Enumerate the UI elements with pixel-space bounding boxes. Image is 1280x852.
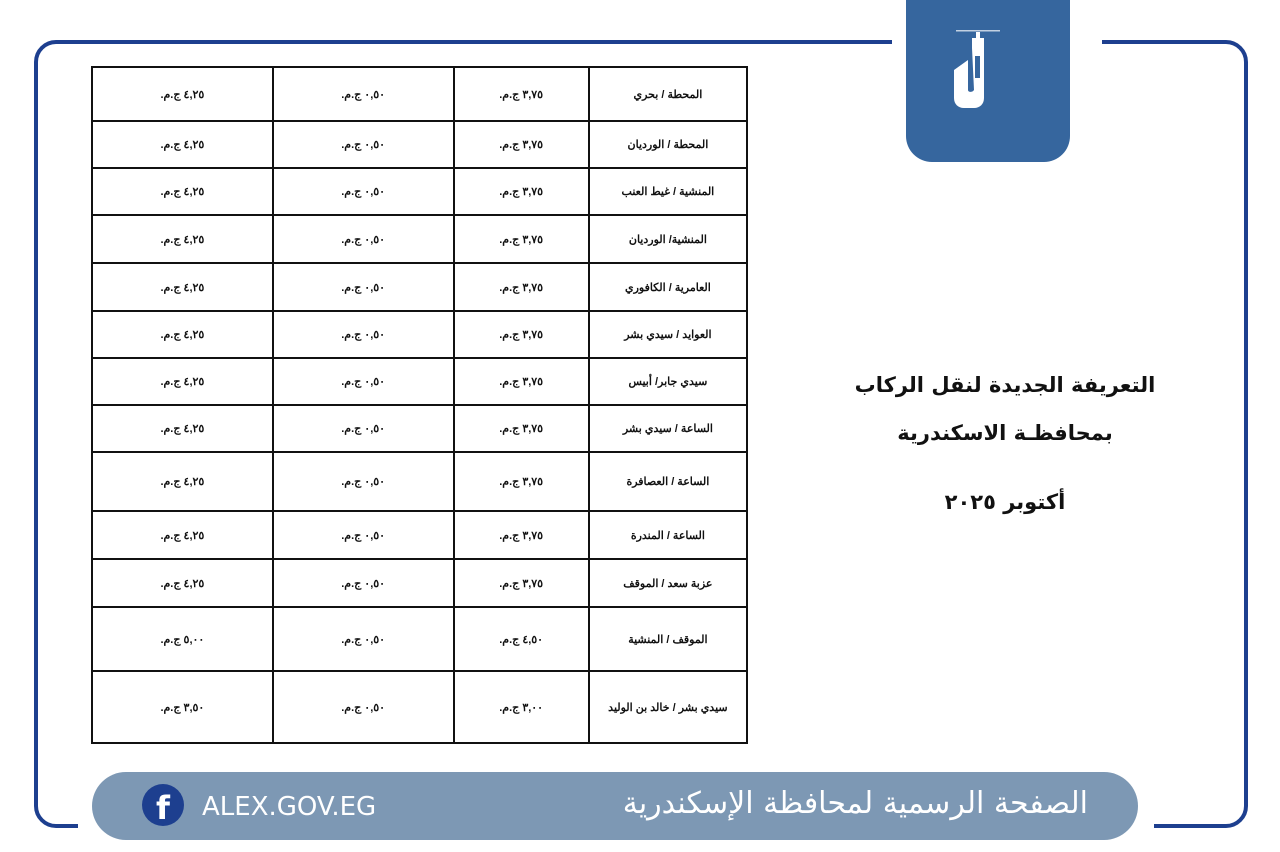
increase-cell: ٠,٥٠ ج.م. <box>271 606 455 672</box>
route-cell: سيدي جابر/ أبيس <box>587 357 749 406</box>
route-cell: الموقف / المنشية <box>587 606 749 672</box>
increase-cell: ٠,٥٠ ج.م. <box>271 404 455 453</box>
page-name: الصفحة الرسمية لمحافظة الإسكندرية <box>622 786 1088 821</box>
fare-cell: ٣,٧٥ ج.م. <box>452 310 590 359</box>
route-cell: الساعة / المندرة <box>587 510 749 560</box>
table-row: المنشية / غيط العنب ٣,٧٥ ج.م. ٠,٥٠ ج.م. ٤,٢… <box>91 167 749 216</box>
fare-cell: ٣,٧٥ ج.م. <box>452 357 590 406</box>
title-date: أكتوبر ٢٠٢٥ <box>944 490 1066 514</box>
footer-bar: f ALEX.GOV.EG الصفحة الرسمية لمحافظة الإ… <box>92 772 1138 840</box>
total-cell: ٤,٢٥ ج.م. <box>91 66 274 122</box>
route-cell: الساعة / سيدي بشر <box>587 404 749 453</box>
table-row: الموقف / المنشية ٤,٥٠ ج.م. ٠,٥٠ ج.م. ٥,٠٠ ج… <box>91 606 749 672</box>
fare-cell: ٣,٧٥ ج.م. <box>452 510 590 560</box>
total-cell: ٤,٢٥ ج.م. <box>91 510 274 560</box>
increase-cell: ٠,٥٠ ج.م. <box>271 66 455 122</box>
route-cell: المحطة / بحري <box>587 66 749 122</box>
fare-cell: ٣,٧٥ ج.م. <box>452 262 590 312</box>
table-row: عزبة سعد / الموقف ٣,٧٥ ج.م. ٠,٥٠ ج.م. ٤,٢٥ … <box>91 558 749 608</box>
fare-cell: ٣,٧٥ ج.م. <box>452 66 590 122</box>
table-row: العامرية / الكافوري ٣,٧٥ ج.م. ٠,٥٠ ج.م. ٤,٢… <box>91 262 749 312</box>
fare-cell: ٣,٧٥ ج.م. <box>452 404 590 453</box>
total-cell: ٤,٢٥ ج.م. <box>91 310 274 359</box>
table-row: العوايد / سيدي بشر ٣,٧٥ ج.م. ٠,٥٠ ج.م. ٤,٢٥… <box>91 310 749 359</box>
total-cell: ٤,٢٥ ج.م. <box>91 167 274 216</box>
lighthouse-logo <box>906 0 1070 162</box>
fare-cell: ٣,٧٥ ج.م. <box>452 167 590 216</box>
table-row: الساعة / المندرة ٣,٧٥ ج.م. ٠,٥٠ ج.م. ٤,٢٥ ج… <box>91 510 749 560</box>
fare-cell: ٤,٥٠ ج.م. <box>452 606 590 672</box>
total-cell: ٤,٢٥ ج.م. <box>91 404 274 453</box>
fare-cell: ٣,٠٠ ج.م. <box>452 670 590 744</box>
total-cell: ٣,٥٠ ج.م. <box>91 670 274 744</box>
table-row: سيدي بشر / خالد بن الوليد ٣,٠٠ ج.م. ٠,٥٠ ج… <box>91 670 749 744</box>
increase-cell: ٠,٥٠ ج.م. <box>271 670 455 744</box>
fare-cell: ٣,٧٥ ج.م. <box>452 120 590 169</box>
table-row: المحطة / الورديان ٣,٧٥ ج.م. ٠,٥٠ ج.م. ٤,٢٥ … <box>91 120 749 169</box>
fare-cell: ٣,٧٥ ج.م. <box>452 558 590 608</box>
total-cell: ٤,٢٥ ج.م. <box>91 357 274 406</box>
table-row: الساعة / سيدي بشر ٣,٧٥ ج.م. ٠,٥٠ ج.م. ٤,٢٥ … <box>91 404 749 453</box>
title-line1: التعريفة الجديدة لنقل الركاب <box>854 373 1156 397</box>
route-cell: سيدي بشر / خالد بن الوليد <box>587 670 749 744</box>
total-cell: ٤,٢٥ ج.م. <box>91 451 274 512</box>
route-cell: المنشية/ الورديان <box>587 214 749 264</box>
fare-cell: ٣,٧٥ ج.م. <box>452 451 590 512</box>
increase-cell: ٠,٥٠ ج.م. <box>271 120 455 169</box>
fare-table: المحطة / بحري ٣,٧٥ ج.م. ٠,٥٠ ج.م. ٤,٢٥ ج.م.… <box>91 66 749 744</box>
route-cell: عزبة سعد / الموقف <box>587 558 749 608</box>
total-cell: ٤,٢٥ ج.م. <box>91 558 274 608</box>
increase-cell: ٠,٥٠ ج.م. <box>271 310 455 359</box>
increase-cell: ٠,٥٠ ج.م. <box>271 357 455 406</box>
total-cell: ٤,٢٥ ج.م. <box>91 214 274 264</box>
total-cell: ٥,٠٠ ج.م. <box>91 606 274 672</box>
route-cell: الساعة / العصافرة <box>587 451 749 512</box>
increase-cell: ٠,٥٠ ج.م. <box>271 510 455 560</box>
increase-cell: ٠,٥٠ ج.م. <box>271 451 455 512</box>
route-cell: العوايد / سيدي بشر <box>587 310 749 359</box>
fare-cell: ٣,٧٥ ج.م. <box>452 214 590 264</box>
site-link[interactable]: ALEX.GOV.EG <box>202 792 377 822</box>
route-cell: المنشية / غيط العنب <box>587 167 749 216</box>
route-cell: المحطة / الورديان <box>587 120 749 169</box>
increase-cell: ٠,٥٠ ج.م. <box>271 262 455 312</box>
table-row: الساعة / العصافرة ٣,٧٥ ج.م. ٠,٥٠ ج.م. ٤,٢٥ … <box>91 451 749 512</box>
route-cell: العامرية / الكافوري <box>587 262 749 312</box>
increase-cell: ٠,٥٠ ج.م. <box>271 167 455 216</box>
table-row: سيدي جابر/ أبيس ٣,٧٥ ج.م. ٠,٥٠ ج.م. ٤,٢٥ ج.… <box>91 357 749 406</box>
total-cell: ٤,٢٥ ج.م. <box>91 262 274 312</box>
increase-cell: ٠,٥٠ ج.م. <box>271 214 455 264</box>
facebook-icon[interactable]: f <box>142 784 184 827</box>
total-cell: ٤,٢٥ ج.م. <box>91 120 274 169</box>
table-row: المحطة / بحري ٣,٧٥ ج.م. ٠,٥٠ ج.م. ٤,٢٥ ج.م. <box>91 66 749 122</box>
increase-cell: ٠,٥٠ ج.م. <box>271 558 455 608</box>
title-line2: بمحافظـة الاسكندرية <box>897 421 1113 445</box>
table-row: المنشية/ الورديان ٣,٧٥ ج.م. ٠,٥٠ ج.م. ٤,٢٥ … <box>91 214 749 264</box>
